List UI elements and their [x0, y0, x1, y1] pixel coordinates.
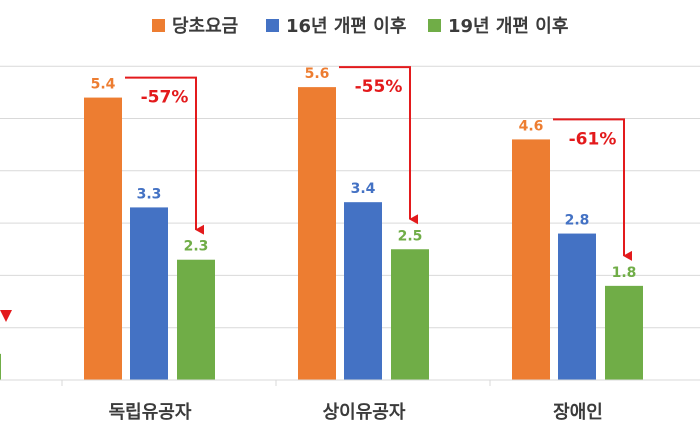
- category-label: 장애인: [553, 402, 603, 423]
- bar: [130, 207, 168, 380]
- reduction-arrow: [125, 76, 204, 235]
- bar: [177, 259, 215, 380]
- legend: 당초요금 16년 개편 이후 19년 개편 이후: [0, 10, 700, 40]
- data-label: 5.6: [305, 66, 330, 82]
- reduction-arrow: [339, 66, 418, 225]
- bar: [344, 202, 382, 380]
- data-label: 1.8: [612, 265, 637, 281]
- legend-swatch-2016: [266, 18, 279, 32]
- legend-label-original: 당초요금: [172, 16, 239, 37]
- legend-label-2016: 16년 개편 이후: [286, 16, 407, 37]
- bar: [558, 233, 596, 380]
- bar: [0, 353, 1, 380]
- reduction-label: -55%: [355, 77, 403, 97]
- data-label: 2.3: [184, 239, 209, 255]
- reduction-arrow-partial: [0, 310, 12, 322]
- legend-item-original: 당초요금: [152, 10, 238, 40]
- data-label: 4.6: [519, 118, 544, 134]
- category-label: 상이유공자: [323, 402, 406, 423]
- bar: [605, 285, 643, 380]
- category-label: 독립유공자: [109, 402, 192, 423]
- legend-swatch-original: [152, 18, 165, 32]
- data-label: 3.3: [137, 186, 162, 202]
- bar: [298, 87, 336, 381]
- bar: [512, 139, 550, 380]
- data-label: 2.8: [565, 213, 590, 229]
- reduction-label: -61%: [569, 129, 617, 149]
- reduction-arrow: [553, 118, 632, 261]
- data-label: 2.5: [398, 228, 423, 244]
- bar: [391, 249, 429, 380]
- bar: [84, 97, 122, 380]
- data-label: 5.4: [91, 77, 116, 93]
- data-label: 3.4: [351, 181, 376, 197]
- legend-swatch-2019: [428, 18, 441, 32]
- reduction-label: -57%: [141, 88, 189, 108]
- legend-item-2019: 19년 개편 이후: [428, 10, 568, 40]
- legend-label-2019: 19년 개편 이후: [448, 16, 569, 37]
- legend-item-2016: 16년 개편 이후: [266, 10, 406, 40]
